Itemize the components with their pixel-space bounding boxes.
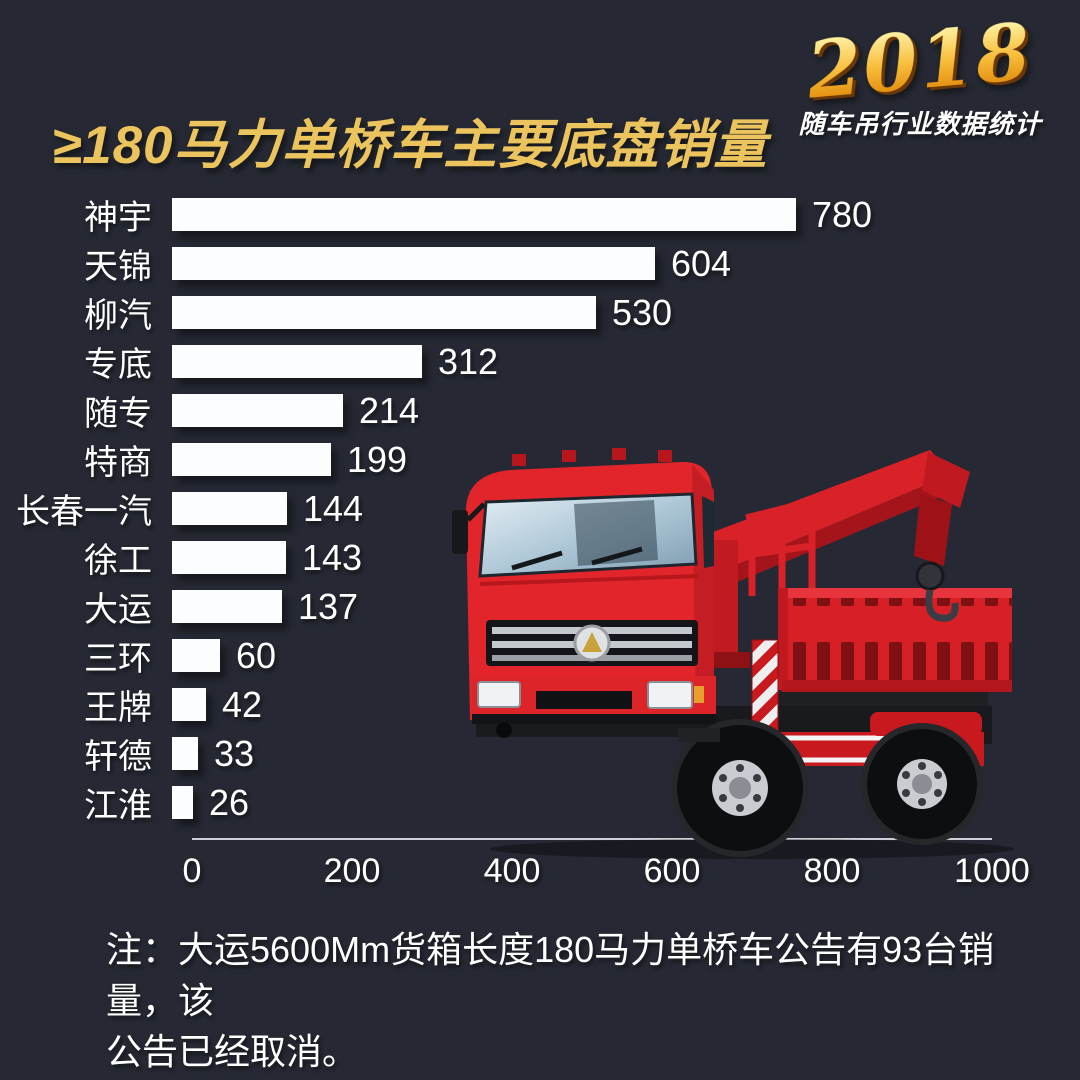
crane-hook-icon (914, 494, 959, 622)
x-axis-tick-label: 0 (182, 852, 202, 890)
badge-subtitle: 随车吊行业数据统计 (798, 109, 1042, 139)
category-label: 特商 (84, 444, 152, 482)
value-label: 144 (303, 487, 364, 529)
bar-row: 天锦 604 (0, 239, 1080, 288)
bar (172, 345, 422, 378)
category-label: 长春一汽 (16, 493, 152, 531)
bar-row: 轩德 33 (0, 729, 1080, 778)
bar (172, 443, 331, 476)
front-wheel-icon (671, 719, 809, 857)
bar (172, 786, 193, 819)
bar (172, 737, 198, 770)
bar (172, 639, 220, 672)
value-label: 214 (359, 389, 420, 431)
bar (172, 688, 206, 721)
cargo-bed-icon (772, 588, 1012, 708)
value-label: 42 (222, 683, 263, 725)
value-label: 604 (671, 242, 732, 284)
truck-cab-icon (452, 448, 720, 742)
value-label: 780 (812, 193, 873, 235)
x-axis-line (192, 838, 992, 840)
value-label: 143 (302, 536, 363, 578)
page-title: ≥180马力单桥车主要底盘销量 (52, 116, 768, 175)
bar-row: 徐工 143 (0, 533, 1080, 582)
rear-wheel-icon (861, 723, 983, 845)
category-label: 大运 (84, 591, 152, 629)
value-label: 33 (214, 732, 255, 774)
bar-row: 江淮 26 (0, 778, 1080, 827)
x-axis-tick-label: 400 (483, 852, 541, 890)
bar-row: 大运 137 (0, 582, 1080, 631)
bar-row: 柳汽 530 (0, 288, 1080, 337)
value-label: 137 (298, 585, 359, 627)
bar-row: 三环 60 (0, 631, 1080, 680)
category-label: 三环 (84, 640, 152, 678)
cab-guard-frame (745, 496, 819, 596)
bar (172, 394, 343, 427)
value-label: 530 (612, 291, 673, 333)
category-label: 随专 (84, 395, 152, 433)
bar (172, 590, 282, 623)
category-label: 专底 (84, 346, 152, 384)
category-label: 柳汽 (84, 297, 152, 335)
category-label: 江淮 (84, 787, 152, 825)
bar-row: 特商 199 (0, 435, 1080, 484)
category-label: 轩德 (84, 738, 152, 776)
category-label: 天锦 (84, 248, 152, 286)
bar-chart: 神宇 780 天锦 604 柳汽 530 专底 312 随专 214 特商 (0, 190, 1080, 827)
bar-row: 随专 214 (0, 386, 1080, 435)
bar (172, 247, 655, 280)
badge-year: 2018 (803, 6, 1037, 117)
bar (172, 541, 286, 574)
bar-row: 王牌 42 (0, 680, 1080, 729)
truck-crane-illustration (452, 448, 1014, 859)
category-label: 神宇 (84, 199, 152, 237)
value-label: 26 (209, 781, 250, 823)
category-label: 王牌 (84, 689, 152, 727)
bar-row: 神宇 780 (0, 190, 1080, 239)
footnote-line: 注：大运5600Mm货箱长度180马力单桥车公告有93台销量，该 (106, 929, 995, 1021)
year-badge: 2018 随车吊行业数据统计 (788, 6, 1052, 141)
footnote: 注：大运5600Mm货箱长度180马力单桥车公告有93台销量，该 公告已经取消。 (106, 924, 1036, 1077)
value-label: 199 (347, 438, 408, 480)
x-axis-tick-label: 1000 (954, 852, 1030, 890)
footnote-line: 公告已经取消。 (106, 1031, 359, 1072)
bar-row: 长春一汽 144 (0, 484, 1080, 533)
category-label: 徐工 (84, 542, 152, 580)
x-axis-tick-label: 600 (643, 852, 701, 890)
bar (172, 492, 287, 525)
bar (172, 296, 596, 329)
x-axis-tick-label: 200 (323, 852, 381, 890)
bar (172, 198, 796, 231)
value-label: 312 (438, 340, 499, 382)
value-label: 60 (236, 634, 277, 676)
bar-row: 专底 312 (0, 337, 1080, 386)
x-axis-tick-label: 800 (803, 852, 861, 890)
